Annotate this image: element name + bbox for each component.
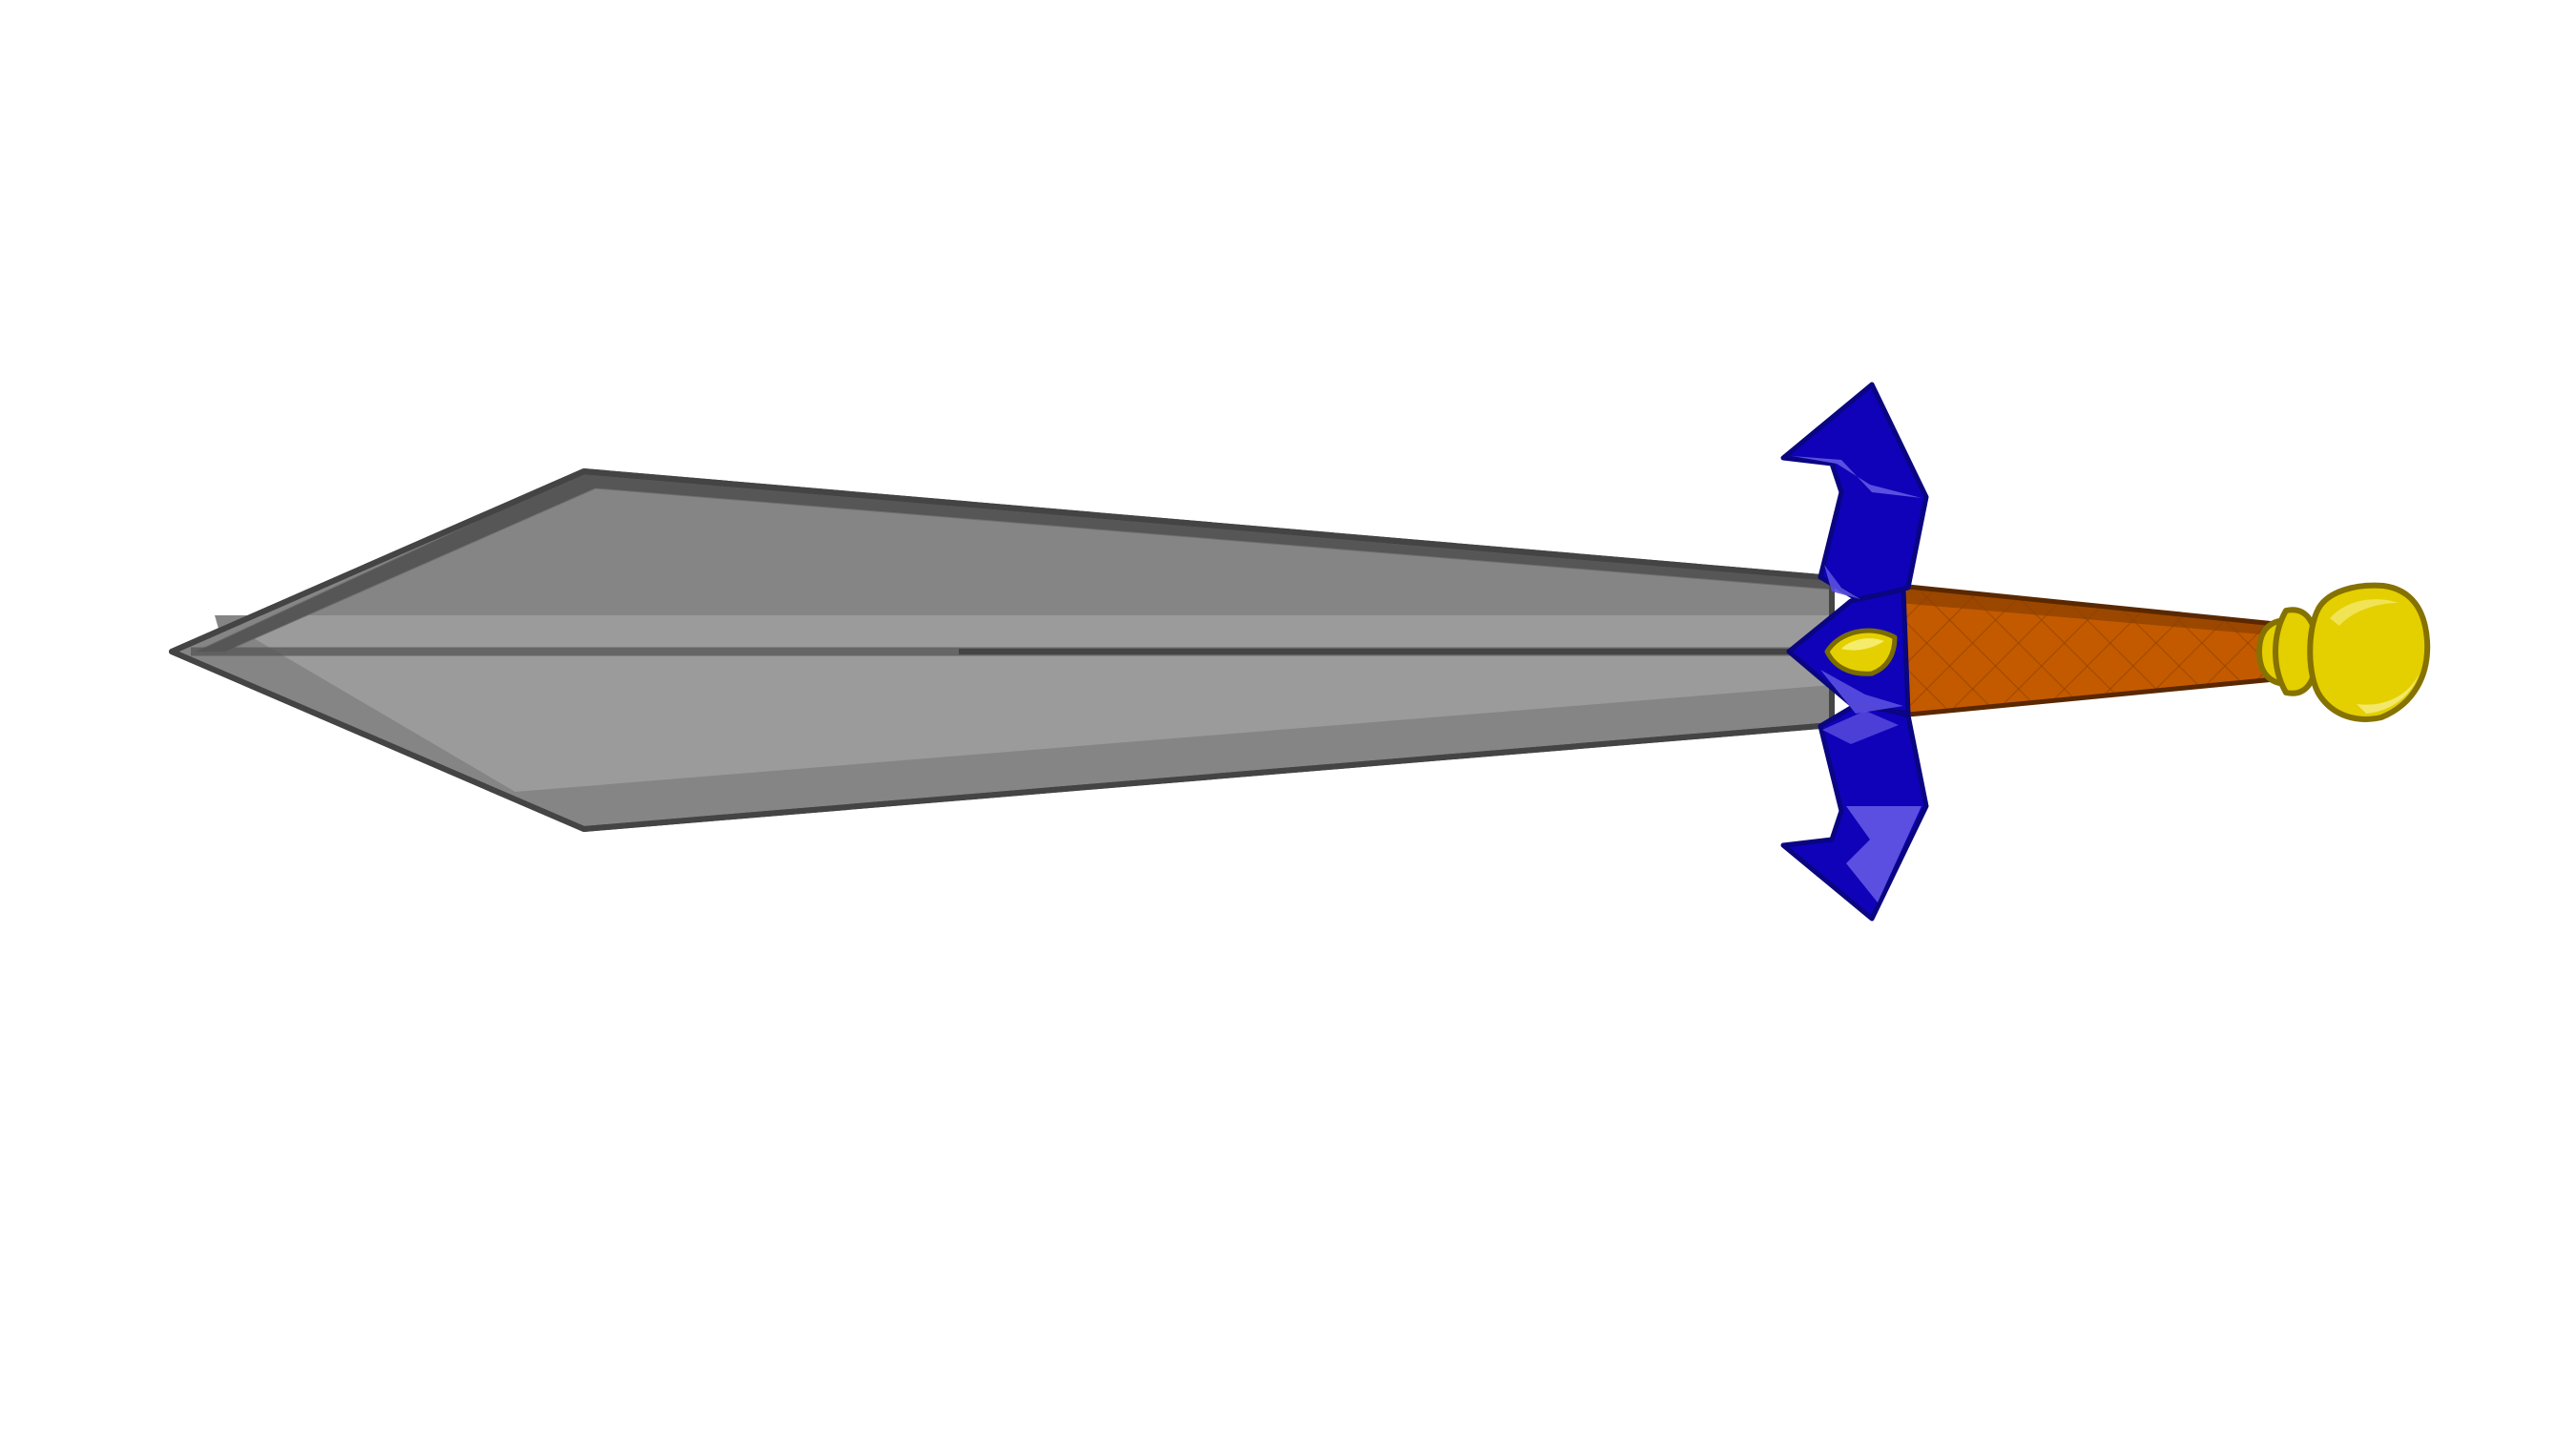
gem-facet [1841,638,1884,651]
grip [1896,583,2297,718]
crossguard-lower-highlight [1846,806,1922,902]
pommel-highlight [2357,673,2420,714]
crossguard-upper-wing [1780,382,1929,604]
crossguard-lower-facet [1822,711,1899,744]
pommel [2256,582,2431,722]
crossguard-center-facet [1820,670,1903,714]
crossguard [1780,382,1929,922]
grip-shadow [1899,586,2295,637]
blade-bevel-highlight [215,615,1832,792]
blade [169,468,1835,832]
blade-bevel-top [215,488,1832,652]
pommel-shine [2330,599,2399,626]
crossguard-upper-facet [1824,565,1860,599]
gem [1824,628,1898,676]
